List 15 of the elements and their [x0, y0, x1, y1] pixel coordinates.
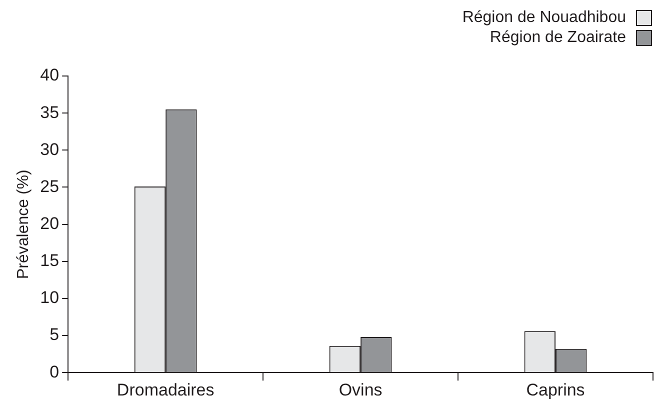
legend-label: Région de Nouadhibou	[462, 8, 626, 28]
y-tick-label: 25	[40, 176, 60, 196]
y-tick-label: 0	[50, 362, 60, 382]
y-tick-label: 15	[40, 251, 60, 270]
y-tick-label: 5	[50, 325, 60, 344]
y-tick-label: 30	[40, 140, 60, 159]
legend-label: Région de Zoairate	[490, 28, 626, 48]
y-tick-label: 10	[40, 288, 60, 308]
x-tick-label: Caprins	[526, 380, 585, 400]
y-tick-label: 20	[40, 214, 60, 233]
y-tick-label: 35	[40, 102, 60, 122]
x-tick-label: Dromadaires	[116, 380, 214, 400]
y-tick-label: 40	[40, 66, 60, 85]
y-axis-title: Prévalence (%)	[15, 170, 32, 279]
x-tick-label: Ovins	[338, 380, 382, 400]
